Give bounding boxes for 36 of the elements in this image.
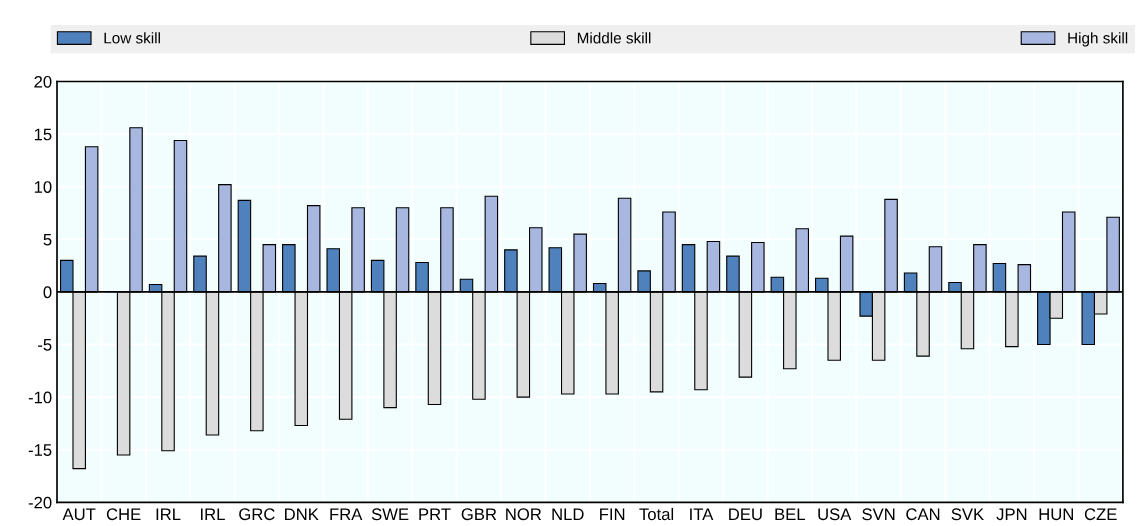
x-tick-label: GBR <box>461 508 497 521</box>
y-tick-label: 0 <box>43 286 52 299</box>
x-tick-label: SVN <box>862 508 895 521</box>
x-tick-label: SVK <box>951 508 984 521</box>
x-tick-label: SWE <box>371 508 409 521</box>
x-tick-label: NOR <box>506 508 542 521</box>
x-tick-label: FIN <box>600 508 625 520</box>
x-tick-label: IRL <box>156 508 181 520</box>
y-tick-label: 5 <box>43 233 52 246</box>
x-tick-label: CZE <box>1084 508 1117 521</box>
y-tick-label: -15 <box>28 444 52 456</box>
x-tick-label: FRA <box>330 508 363 520</box>
x-tick-label: PRT <box>419 508 451 520</box>
y-tick-label: -20 <box>28 496 52 509</box>
legend-label: High skill <box>1068 32 1128 47</box>
x-tick-label: DNK <box>285 508 319 520</box>
x-tick-label: Total <box>639 507 674 521</box>
x-tick-label: ITA <box>690 508 714 520</box>
x-tick-label: BEL <box>775 508 805 520</box>
x-tick-label: JPN <box>996 508 1027 521</box>
x-tick-label: HUN <box>1039 508 1073 521</box>
x-tick-label: AUT <box>62 508 96 521</box>
legend-label: Low skill <box>104 32 160 44</box>
y-tick-label: 15 <box>34 128 52 141</box>
x-tick-label: USA <box>818 508 852 521</box>
x-tick-label: GRC <box>239 508 275 521</box>
y-tick-label: 20 <box>34 75 52 88</box>
x-tick-label: DEU <box>729 508 762 521</box>
y-tick-label: -10 <box>28 391 52 404</box>
legend-label: Middle skill <box>577 32 651 44</box>
x-tick-label: NLD <box>552 508 584 520</box>
x-tick-label: CAN <box>906 508 940 521</box>
y-tick-label: 10 <box>34 181 52 193</box>
x-tick-label: CHE <box>106 508 141 521</box>
x-tick-label: IRL <box>201 508 225 520</box>
y-tick-label: -5 <box>38 339 52 351</box>
